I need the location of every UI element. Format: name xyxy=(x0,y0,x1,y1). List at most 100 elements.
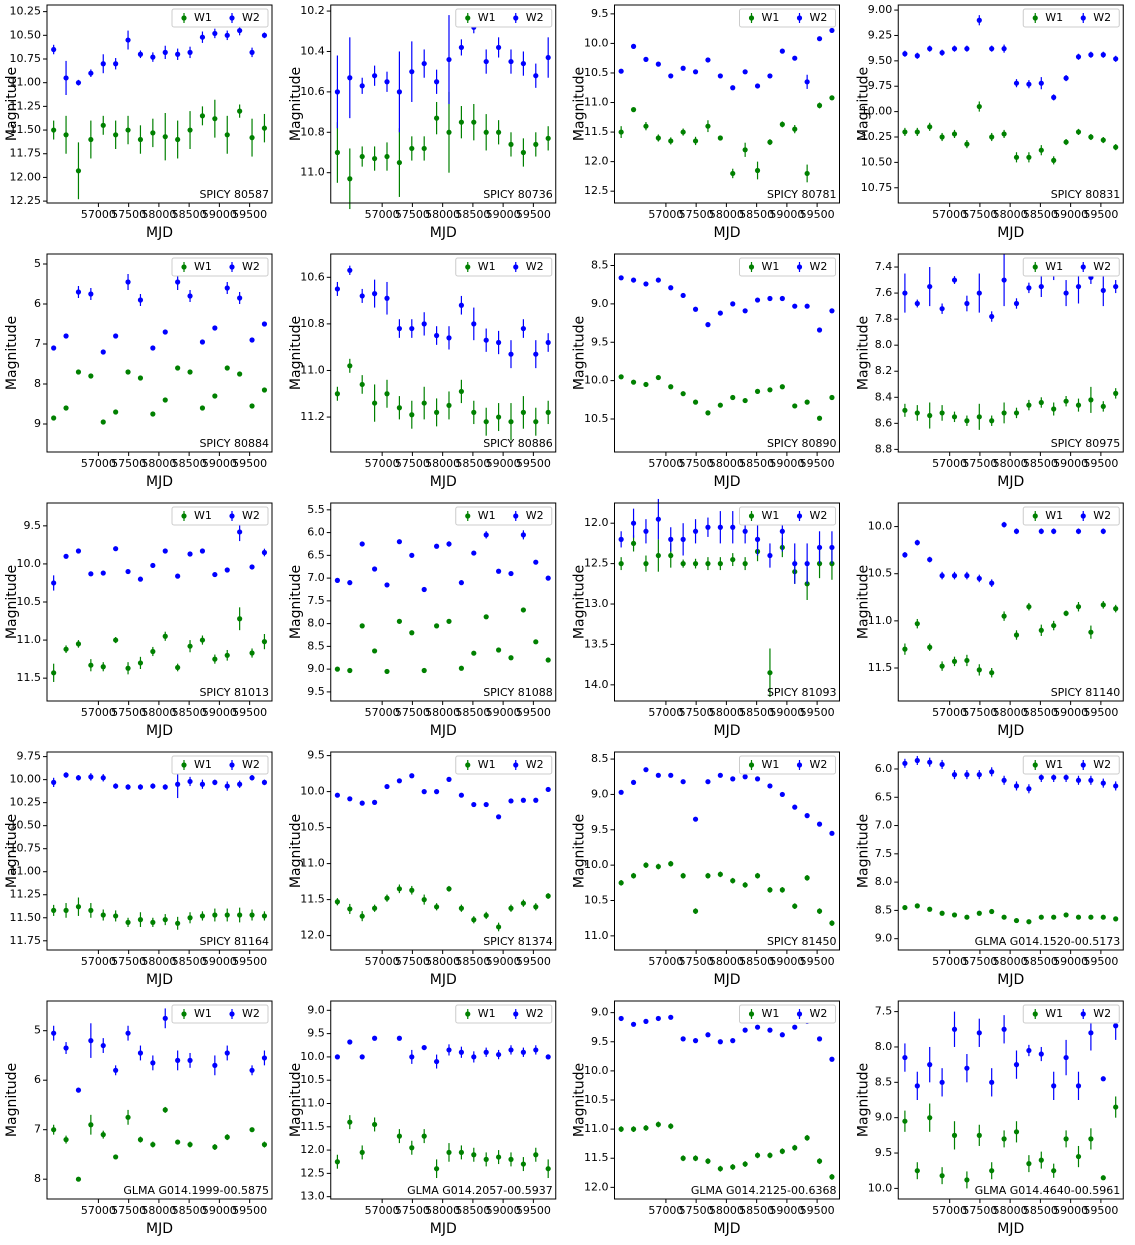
legend-label: W2 xyxy=(526,11,544,24)
data-point xyxy=(1051,94,1057,100)
y-tick-label: 10.00 xyxy=(10,773,42,786)
x-tick-label: 58500 xyxy=(455,706,490,719)
data-point xyxy=(421,1133,427,1139)
data-point xyxy=(224,567,230,573)
x-tick-label: 59000 xyxy=(202,208,237,221)
legend-marker xyxy=(513,264,519,270)
data-point xyxy=(618,561,624,567)
data-point xyxy=(409,630,415,636)
data-point xyxy=(359,83,365,89)
data-point xyxy=(655,1121,661,1128)
data-point xyxy=(1075,777,1082,783)
data-point xyxy=(261,321,268,327)
data-point xyxy=(75,168,82,174)
legend-marker xyxy=(748,1011,755,1017)
legend-marker xyxy=(1032,762,1038,768)
legend-box xyxy=(455,8,553,28)
legend-label: W1 xyxy=(762,260,780,273)
data-point xyxy=(249,1127,255,1133)
legend-marker xyxy=(465,1011,471,1017)
data-point xyxy=(1013,1062,1020,1068)
data-point xyxy=(618,68,624,74)
data-point xyxy=(347,667,353,674)
data-point xyxy=(533,797,539,803)
legend-box xyxy=(739,1004,836,1024)
data-point xyxy=(347,267,353,273)
data-point xyxy=(630,1126,637,1132)
annotation: GLMA G014.2125-00.6368 xyxy=(691,1184,837,1197)
data-point xyxy=(1113,1104,1119,1110)
data-point xyxy=(717,402,723,408)
data-point xyxy=(51,345,57,351)
data-point xyxy=(767,295,773,302)
data-point xyxy=(113,783,119,789)
data-point xyxy=(655,772,661,778)
data-point xyxy=(237,912,243,918)
data-point xyxy=(249,564,255,570)
data-point xyxy=(113,637,119,643)
data-point xyxy=(1038,528,1044,534)
data-point xyxy=(508,905,514,911)
data-point xyxy=(754,388,761,394)
data-point xyxy=(1051,774,1057,781)
data-point xyxy=(224,132,230,138)
data-point xyxy=(150,130,156,136)
legend-label: W2 xyxy=(810,509,828,522)
data-point xyxy=(792,126,798,132)
y-tick-label: 9.00 xyxy=(868,3,893,16)
legend-marker xyxy=(1032,264,1038,270)
data-point xyxy=(113,61,119,67)
legend-marker xyxy=(229,264,235,270)
y-tick-label: 12.0 xyxy=(584,155,609,168)
legend-label: W2 xyxy=(242,1007,260,1020)
data-point xyxy=(347,176,353,182)
data-point xyxy=(964,300,970,307)
data-point xyxy=(249,650,255,656)
data-point xyxy=(88,70,94,76)
x-tick-label: 58000 xyxy=(709,457,744,470)
data-point xyxy=(175,136,181,143)
data-point xyxy=(630,107,637,113)
data-point xyxy=(717,73,723,79)
data-point xyxy=(630,540,637,547)
data-point xyxy=(1001,777,1007,783)
data-point xyxy=(754,297,761,303)
data-point xyxy=(976,1030,982,1036)
data-point xyxy=(976,414,982,420)
data-point xyxy=(409,145,415,152)
data-point xyxy=(1051,914,1057,920)
data-point xyxy=(162,134,168,140)
x-tick-label: 58500 xyxy=(1023,208,1058,221)
data-point xyxy=(1013,528,1020,534)
y-tick-label: 10.75 xyxy=(861,181,893,194)
data-point xyxy=(1113,144,1119,150)
data-point xyxy=(372,566,378,572)
y-tick-label: 13.0 xyxy=(300,1190,325,1203)
data-point xyxy=(618,536,624,542)
data-point xyxy=(384,79,390,85)
data-point xyxy=(1100,602,1106,608)
data-point xyxy=(1075,129,1082,135)
x-tick-label: 58500 xyxy=(739,457,774,470)
x-tick-label: 59500 xyxy=(800,955,835,968)
x-tick-label: 57000 xyxy=(81,457,116,470)
data-point xyxy=(359,541,365,547)
y-axis-label: Magnitude xyxy=(4,565,20,639)
data-point xyxy=(816,561,823,567)
data-point xyxy=(409,325,415,332)
y-tick-label: 12.5 xyxy=(584,557,609,570)
x-tick-label: 57500 xyxy=(395,955,430,968)
y-tick-label: 7.4 xyxy=(875,260,893,273)
x-tick-label: 59000 xyxy=(769,706,804,719)
data-point xyxy=(421,897,427,903)
x-axis-label: MJD xyxy=(430,1221,457,1237)
legend-label: W2 xyxy=(1093,509,1111,522)
data-point xyxy=(483,337,489,343)
y-tick-label: 12.0 xyxy=(300,929,325,942)
data-point xyxy=(199,405,206,411)
x-tick-label: 58500 xyxy=(172,457,207,470)
data-point xyxy=(433,789,440,795)
x-tick-label: 57500 xyxy=(679,1204,714,1217)
